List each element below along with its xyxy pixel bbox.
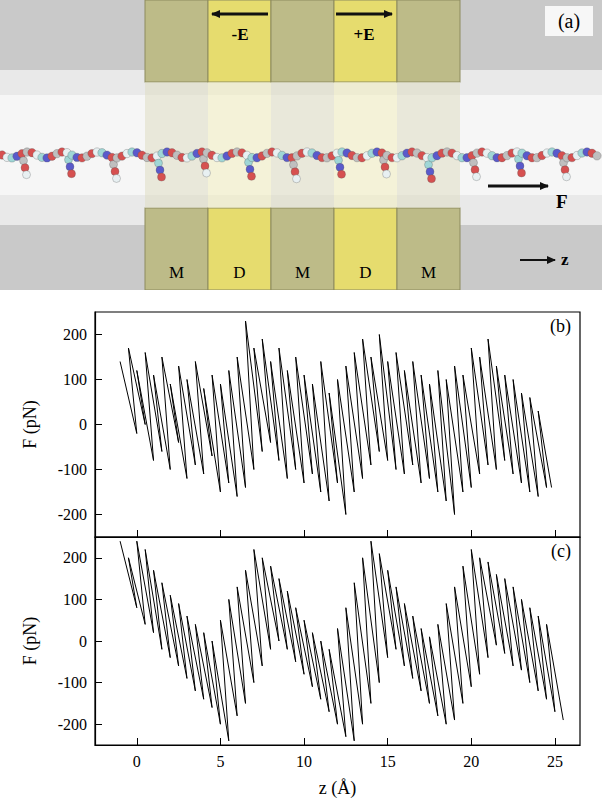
svg-text:15: 15: [380, 753, 396, 770]
svg-text:-100: -100: [58, 674, 87, 691]
svg-text:10: 10: [296, 753, 312, 770]
svg-text:z (Å): z (Å): [319, 778, 356, 798]
svg-text:-200: -200: [58, 716, 87, 733]
svg-text:100: 100: [63, 591, 87, 608]
svg-text:100: 100: [63, 371, 87, 388]
svg-text:M: M: [169, 263, 184, 282]
svg-text:0: 0: [79, 416, 87, 433]
svg-text:-100: -100: [58, 461, 87, 478]
svg-text:D: D: [233, 263, 245, 282]
svg-text:M: M: [421, 263, 436, 282]
svg-text:(a): (a): [558, 10, 580, 33]
svg-text:F: F: [556, 191, 568, 212]
svg-text:20: 20: [463, 753, 479, 770]
svg-text:M: M: [295, 263, 310, 282]
svg-text:+E: +E: [353, 25, 374, 44]
svg-text:25: 25: [547, 753, 563, 770]
svg-text:D: D: [359, 263, 371, 282]
svg-text:200: 200: [63, 549, 87, 566]
svg-text:0: 0: [133, 753, 141, 770]
svg-text:F (pN): F (pN): [20, 400, 41, 449]
svg-text:5: 5: [216, 753, 224, 770]
svg-text:z: z: [561, 250, 569, 269]
svg-text:-200: -200: [58, 506, 87, 523]
svg-text:(b): (b): [550, 316, 571, 337]
svg-text:0: 0: [79, 633, 87, 650]
svg-text:-E: -E: [232, 25, 249, 44]
svg-text:200: 200: [63, 326, 87, 343]
svg-text:(c): (c): [551, 541, 571, 562]
svg-text:F (pN): F (pN): [20, 617, 41, 666]
